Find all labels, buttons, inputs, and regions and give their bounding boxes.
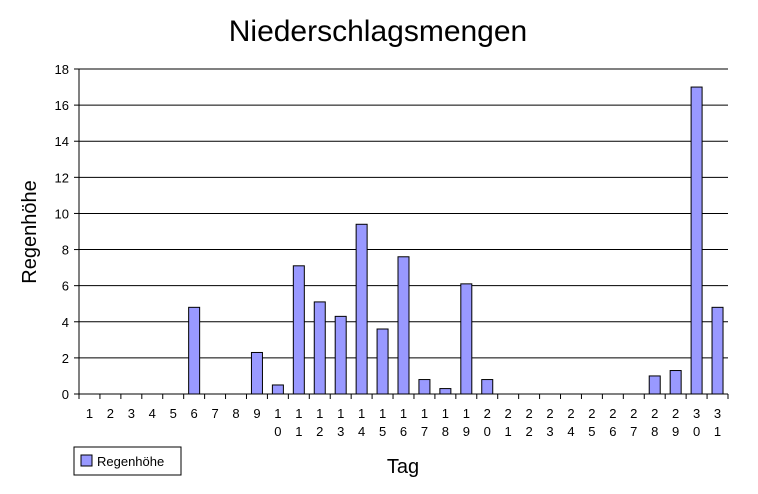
- legend-label: Regenhöhe: [97, 454, 164, 469]
- x-axis-label: Tag: [387, 456, 419, 478]
- y-tick-label: 8: [62, 243, 69, 258]
- y-tick-label: 16: [55, 98, 69, 113]
- x-tick-label: 9: [253, 406, 260, 421]
- bar: [690, 86, 703, 395]
- chart-title: Niederschlagsmengen: [229, 15, 528, 48]
- y-tick-label: 10: [55, 206, 69, 221]
- x-tick-label: 4: [149, 406, 156, 421]
- bar: [376, 328, 389, 395]
- x-tick-label: 5: [170, 406, 177, 421]
- x-tick-label: 8: [232, 406, 239, 421]
- bar: [460, 283, 473, 395]
- bar: [669, 370, 682, 395]
- bar: [481, 379, 494, 395]
- legend: Regenhöhe: [73, 446, 182, 476]
- bar: [418, 379, 431, 395]
- x-tick-label: 6: [191, 406, 198, 421]
- y-tick-label: 14: [55, 134, 69, 149]
- bar: [292, 265, 305, 395]
- bar: [188, 306, 201, 395]
- x-tick-label: 1: [86, 406, 93, 421]
- y-tick-label: 2: [62, 351, 69, 366]
- y-tick-label: 18: [55, 62, 69, 77]
- y-tick-label: 6: [62, 279, 69, 294]
- bar: [271, 384, 284, 395]
- bar: [250, 351, 263, 395]
- bar: [711, 306, 724, 395]
- bar: [313, 301, 326, 395]
- bar: [334, 315, 347, 395]
- bar: [355, 223, 368, 395]
- bar: [439, 388, 452, 395]
- x-tick-label: 2: [107, 406, 114, 421]
- x-tick-label: 3: [128, 406, 135, 421]
- bar: [397, 256, 410, 395]
- x-tick-label: 7: [211, 406, 218, 421]
- y-axis-label: Regenhöhe: [19, 180, 41, 283]
- legend-swatch: [80, 454, 93, 467]
- y-tick-label: 12: [55, 170, 69, 185]
- y-tick-label: 4: [62, 315, 69, 330]
- bar: [648, 375, 661, 395]
- y-tick-label: 0: [62, 387, 69, 402]
